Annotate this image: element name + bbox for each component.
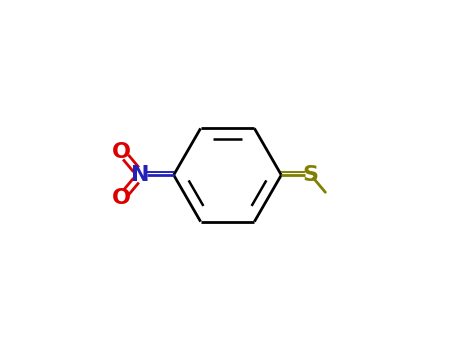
Text: O: O <box>112 188 131 208</box>
Text: S: S <box>303 165 319 185</box>
Text: O: O <box>112 142 131 162</box>
Text: N: N <box>131 165 150 185</box>
